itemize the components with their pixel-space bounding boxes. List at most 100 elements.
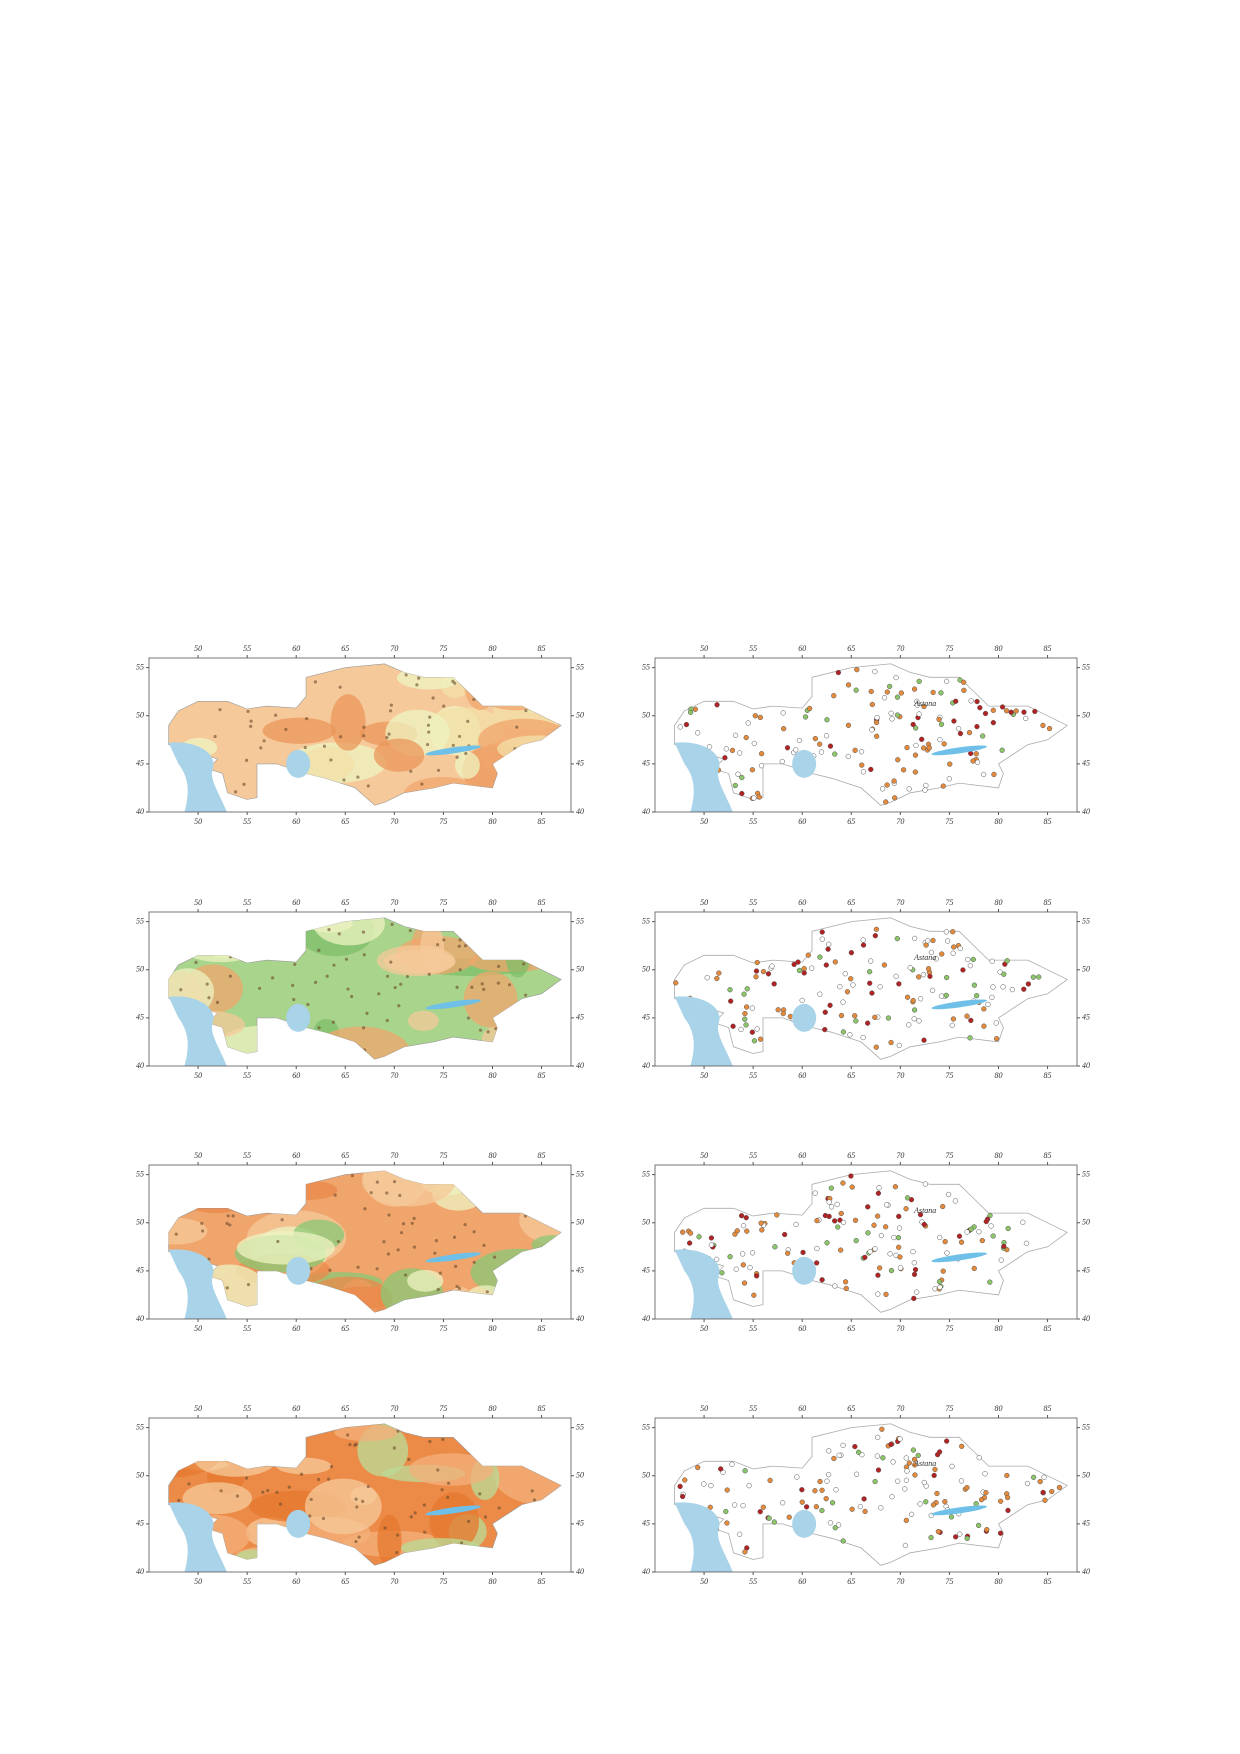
- station-dot: [883, 799, 889, 805]
- station: [187, 1482, 191, 1486]
- station-dot: [973, 1501, 979, 1507]
- lon-tick-label: 80: [488, 898, 496, 907]
- station-dot: [796, 967, 803, 974]
- station-dot: [894, 694, 901, 700]
- country: [674, 1423, 1068, 1566]
- lon-tick-label: 55: [243, 1071, 251, 1080]
- station-dot: [903, 1477, 910, 1483]
- station-dot: [749, 1029, 755, 1035]
- lon-tick-label: 50: [194, 644, 202, 653]
- station-dot: [881, 962, 888, 968]
- caspian-sea: [168, 1249, 227, 1319]
- station-dot: [945, 1191, 952, 1198]
- station-dot: [782, 1231, 788, 1238]
- lon-tick-label: 85: [1044, 1577, 1052, 1586]
- lon-tick-label: 60: [798, 1404, 806, 1413]
- station-dot: [922, 787, 928, 793]
- aral-sea: [286, 749, 311, 778]
- station-dot: [926, 745, 932, 751]
- lat-tick-label: 40: [1082, 807, 1090, 816]
- field-blob: [497, 735, 562, 763]
- station-dot: [904, 1468, 910, 1474]
- station: [375, 1180, 379, 1184]
- station: [412, 1245, 416, 1249]
- station-dot: [793, 1221, 799, 1228]
- station-dot: [970, 956, 976, 963]
- field-blob: [279, 1180, 338, 1200]
- station: [276, 1239, 280, 1244]
- station-dot: [940, 1203, 946, 1210]
- station-dot: [753, 968, 760, 974]
- station-dot: [910, 1447, 917, 1453]
- station-dot: [765, 971, 772, 977]
- station: [472, 1230, 476, 1234]
- station-dot: [896, 1244, 902, 1250]
- station-dot: [853, 1237, 859, 1244]
- station-dot: [1013, 708, 1019, 714]
- lon-tick-label: 60: [798, 1071, 806, 1080]
- station: [486, 1030, 490, 1034]
- station: [452, 1235, 457, 1239]
- field-blob: [403, 776, 483, 806]
- lon-tick-label: 70: [896, 1324, 904, 1333]
- station-dot: [947, 761, 953, 767]
- lat-tick-label: 40: [1082, 1061, 1090, 1070]
- station-dot: [840, 1029, 847, 1035]
- station: [441, 1437, 445, 1442]
- station-dot: [882, 1224, 889, 1230]
- lon-tick-label: 65: [341, 898, 349, 907]
- lon-tick-label: 70: [896, 817, 904, 826]
- station: [246, 709, 250, 714]
- lat-tick-label: 40: [136, 1314, 144, 1323]
- caspian-sea: [674, 996, 733, 1066]
- station: [423, 1530, 427, 1534]
- station-dot: [744, 1228, 750, 1234]
- lon-tick-label: 70: [896, 644, 904, 653]
- station: [410, 1221, 414, 1225]
- station-dot: [829, 1500, 836, 1506]
- station-dot: [993, 1036, 1000, 1042]
- station: [387, 1213, 391, 1217]
- station: [369, 1191, 373, 1195]
- station: [455, 1284, 459, 1289]
- station: [304, 717, 309, 721]
- lon-tick-label: 70: [896, 1404, 904, 1413]
- field-blob: [407, 1269, 444, 1292]
- station-dot: [852, 1443, 858, 1450]
- station-dot: [987, 1212, 993, 1219]
- station: [386, 1252, 391, 1256]
- city-label: Astana: [913, 953, 936, 962]
- station-dot: [729, 747, 736, 754]
- station: [436, 1468, 440, 1472]
- station-dot: [912, 769, 919, 775]
- station: [466, 719, 470, 723]
- lon-tick-label: 85: [1044, 1324, 1052, 1333]
- station-dot: [812, 1488, 818, 1494]
- station-dot: [801, 970, 807, 976]
- station-dot: [853, 687, 859, 693]
- lat-tick-label: 50: [136, 1218, 144, 1227]
- station-dot: [852, 1217, 859, 1223]
- map: [674, 1423, 1068, 1572]
- station-dot: [786, 1514, 792, 1520]
- lat-tick-label: 50: [136, 965, 144, 974]
- map: [674, 663, 1068, 812]
- lon-tick-label: 65: [847, 1577, 855, 1586]
- station: [338, 735, 343, 739]
- station-dot: [825, 946, 831, 952]
- lon-tick-label: 85: [1044, 1404, 1052, 1413]
- lon-tick-label: 85: [538, 1404, 546, 1413]
- station-dot: [828, 1204, 835, 1210]
- station-dot: [916, 678, 922, 685]
- lon-tick-label: 65: [341, 1404, 349, 1413]
- station-dot: [869, 727, 875, 733]
- field-blob: [408, 1010, 439, 1031]
- station-dot: [944, 938, 951, 944]
- station-dot: [860, 942, 867, 948]
- station-dot: [903, 1455, 909, 1461]
- station-dot: [983, 1490, 989, 1496]
- station: [228, 974, 232, 978]
- station: [385, 1191, 389, 1195]
- lon-tick-label: 50: [700, 817, 708, 826]
- station-dot: [912, 752, 919, 758]
